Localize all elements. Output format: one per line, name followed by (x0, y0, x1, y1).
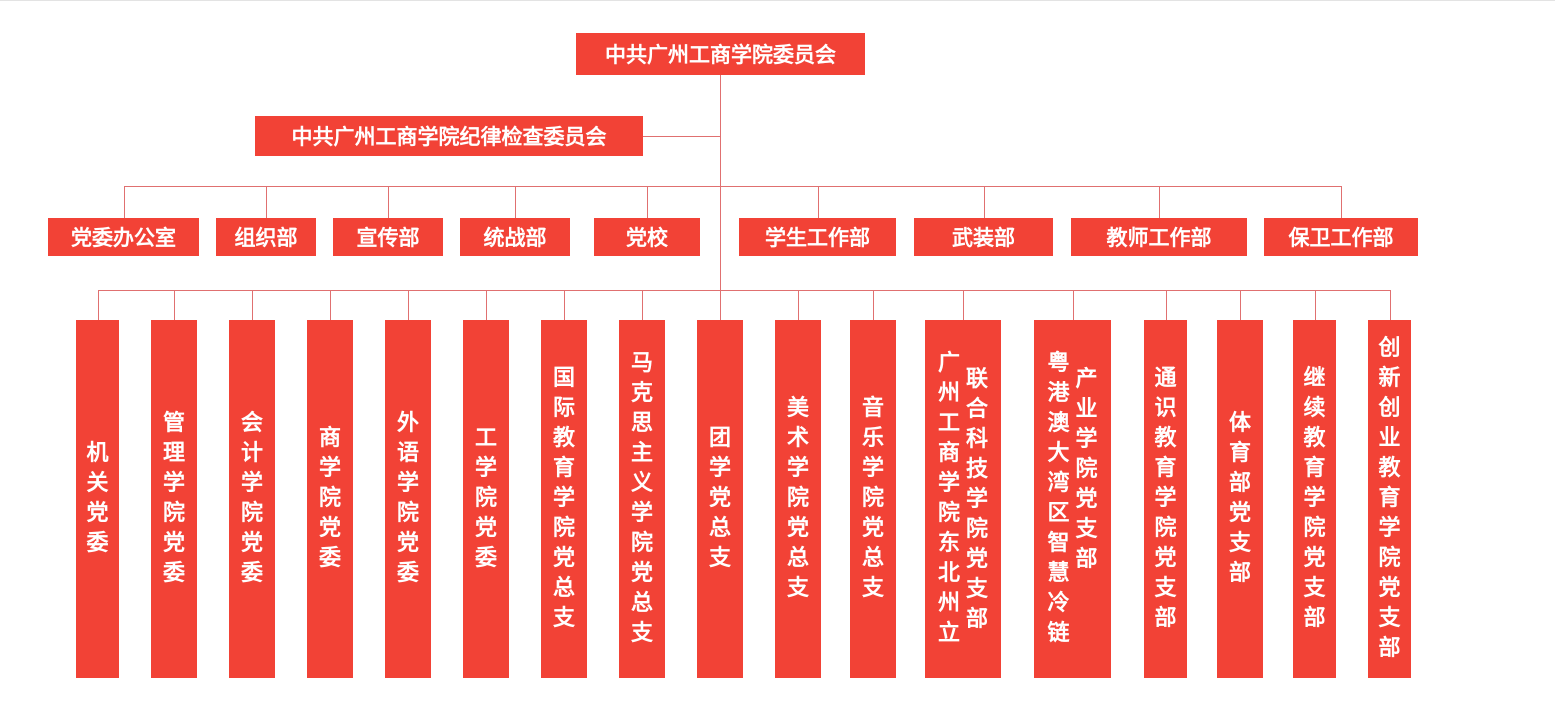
branch-label-column: 创新创业教育学院党支部 (1378, 336, 1401, 661)
branch-label-column: 音乐学院党总支 (861, 396, 884, 601)
branch-box: 美术学院党总支 (775, 320, 821, 678)
branch-drop-line (873, 290, 874, 320)
branch-box: 继续教育学院党支部 (1293, 320, 1336, 678)
branch-box: 团学党总支 (697, 320, 743, 678)
branch-drop-line (1073, 290, 1074, 320)
branch-drop-line (408, 290, 409, 320)
department-bus-line (123, 186, 1342, 187)
trunk-connector (720, 75, 721, 290)
department-drop-line (984, 186, 985, 218)
branch-box: 马克思主义学院党总支 (619, 320, 665, 678)
department-box: 宣传部 (333, 218, 443, 256)
department-drop-line (388, 186, 389, 218)
branch-label-group: 工学院党委 (475, 424, 497, 574)
branch-label-column: 工学院党委 (474, 426, 497, 571)
branch-label-column: 继续教育学院党支部 (1303, 366, 1326, 631)
department-drop-line (266, 186, 267, 218)
branch-drop-line (98, 290, 99, 320)
branch-label-group: 外语学院党委 (397, 409, 419, 589)
branch-box: 管理学院党委 (151, 320, 197, 678)
branch-label-group: 会计学院党委 (241, 409, 263, 589)
department-drop-line (515, 186, 516, 218)
branch-label-column: 产业学院党支部 (1075, 367, 1098, 572)
branch-label-group: 机关党委 (86, 439, 108, 559)
branch-label-column: 团学党总支 (708, 426, 731, 571)
branch-label-group: 通识教育学院党支部 (1154, 364, 1176, 634)
branch-box: 机关党委 (76, 320, 119, 678)
branch-box: 会计学院党委 (229, 320, 275, 678)
branch-label-column: 体育部党支部 (1228, 411, 1251, 586)
branch-drop-line (486, 290, 487, 320)
branch-box: 体育部党支部 (1217, 320, 1263, 678)
branch-label-group: 创新创业教育学院党支部 (1378, 334, 1400, 664)
department-box: 武装部 (914, 218, 1053, 256)
branch-label-group: 粤港澳大湾区智慧冷链产业学院党支部 (1047, 349, 1097, 649)
branch-box: 商学院党委 (307, 320, 353, 678)
department-drop-line (1159, 186, 1160, 218)
department-box: 党委办公室 (48, 218, 199, 256)
branch-box: 音乐学院党总支 (850, 320, 896, 678)
branch-label-column: 马克思主义学院党总支 (630, 351, 653, 646)
branch-drop-line (798, 290, 799, 320)
department-drop-line (1341, 186, 1342, 218)
branch-label-group: 体育部党支部 (1229, 409, 1251, 589)
branch-box: 工学院党委 (463, 320, 509, 678)
branch-label-group: 美术学院党总支 (787, 394, 809, 604)
branch-box: 创新创业教育学院党支部 (1368, 320, 1411, 678)
discipline-committee-box: 中共广州工商学院纪律检查委员会 (255, 116, 643, 156)
branch-drop-line (330, 290, 331, 320)
branch-label-group: 广州工商学院东北州立联合科技学院党支部 (938, 349, 988, 649)
branch-label-group: 继续教育学院党支部 (1303, 364, 1325, 634)
top-border (0, 0, 1555, 1)
discipline-connector (643, 136, 720, 137)
branch-drop-line (1240, 290, 1241, 320)
branch-drop-line (1166, 290, 1167, 320)
department-drop-line (818, 186, 819, 218)
department-box: 组织部 (216, 218, 316, 256)
branch-label-column: 机关党委 (86, 441, 109, 556)
branch-box: 国际教育学院党总支 (541, 320, 587, 678)
branch-label-column: 通识教育学院党支部 (1154, 366, 1177, 631)
department-drop-line (647, 186, 648, 218)
branch-label-column: 广州工商学院东北州立 (937, 351, 960, 646)
branch-label-column: 美术学院党总支 (786, 396, 809, 601)
branch-label-column: 管理学院党委 (162, 411, 185, 586)
branch-label-group: 团学党总支 (709, 424, 731, 574)
department-box: 教师工作部 (1071, 218, 1247, 256)
branch-drop-line (174, 290, 175, 320)
branch-label-column: 国际教育学院党总支 (552, 366, 575, 631)
branch-drop-line (642, 290, 643, 320)
branch-label-column: 外语学院党委 (396, 411, 419, 586)
branch-bus-line (98, 290, 1391, 291)
branch-label-group: 马克思主义学院党总支 (631, 349, 653, 649)
branch-label-column: 会计学院党委 (240, 411, 263, 586)
department-box: 统战部 (460, 218, 570, 256)
party-committee-box: 中共广州工商学院委员会 (576, 33, 865, 75)
branch-box: 粤港澳大湾区智慧冷链产业学院党支部 (1034, 320, 1111, 678)
branch-box: 外语学院党委 (385, 320, 431, 678)
branch-drop-line (1390, 290, 1391, 320)
department-box: 学生工作部 (739, 218, 896, 256)
department-drop-line (124, 186, 125, 218)
branch-label-group: 商学院党委 (319, 424, 341, 574)
branch-label-column: 商学院党委 (318, 426, 341, 571)
department-box: 保卫工作部 (1264, 218, 1418, 256)
branch-label-column: 联合科技学院党支部 (966, 367, 989, 632)
branch-label-group: 管理学院党委 (163, 409, 185, 589)
branch-drop-line (1315, 290, 1316, 320)
branch-drop-line (720, 290, 721, 320)
branch-drop-line (564, 290, 565, 320)
branch-box: 广州工商学院东北州立联合科技学院党支部 (925, 320, 1001, 678)
branch-box: 通识教育学院党支部 (1144, 320, 1187, 678)
branch-label-column: 粤港澳大湾区智慧冷链 (1047, 351, 1070, 646)
branch-label-group: 音乐学院党总支 (862, 394, 884, 604)
branch-label-group: 国际教育学院党总支 (553, 364, 575, 634)
department-box: 党校 (594, 218, 700, 256)
branch-drop-line (963, 290, 964, 320)
branch-drop-line (252, 290, 253, 320)
